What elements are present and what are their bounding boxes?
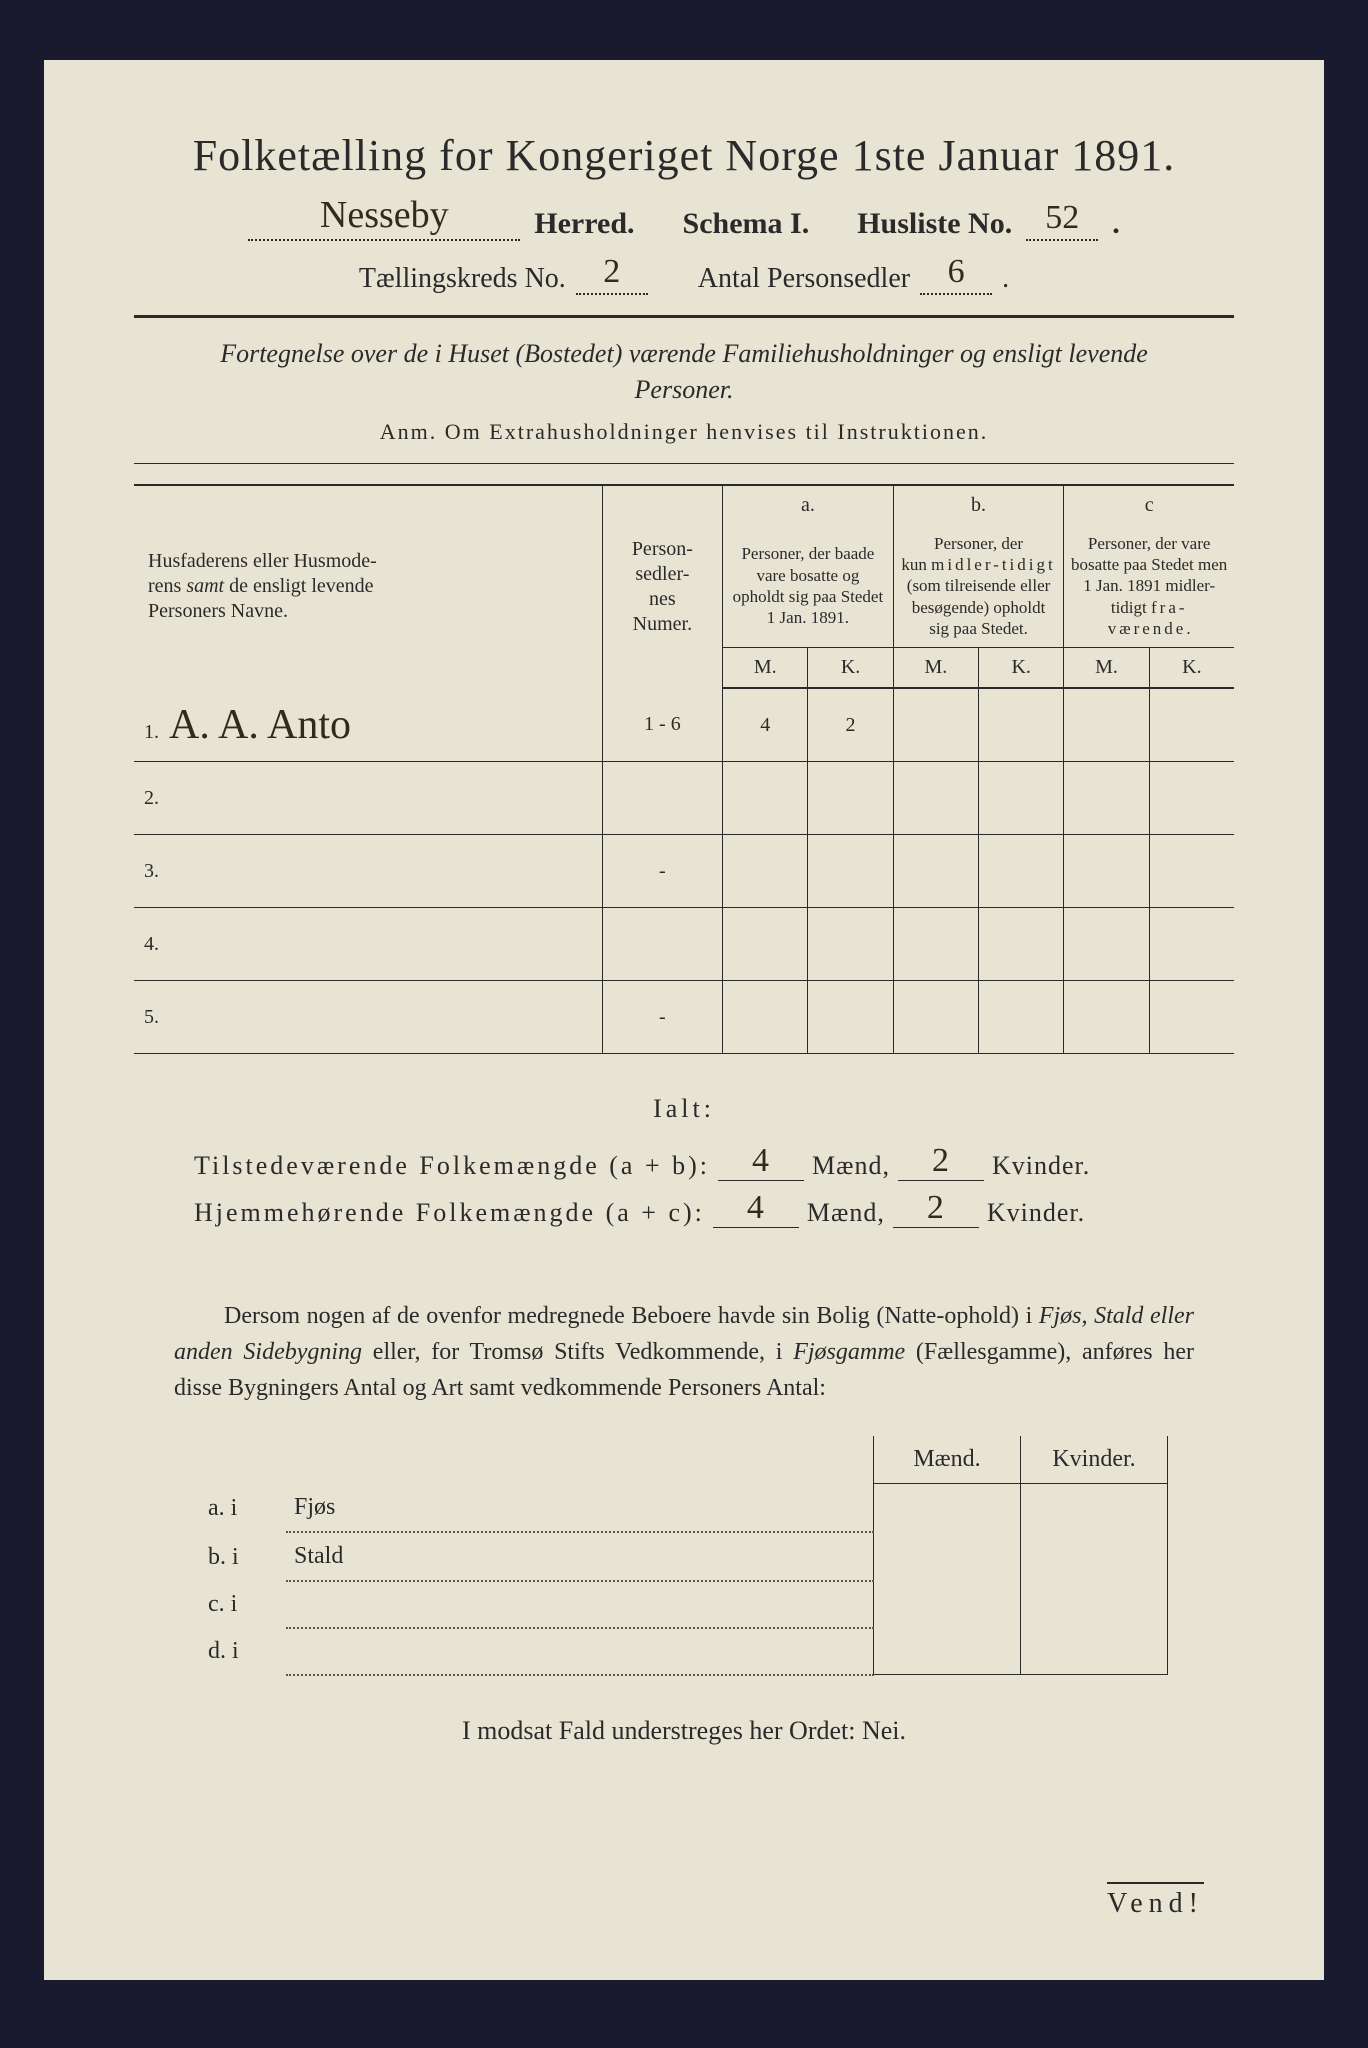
present-k: 2 <box>898 1142 984 1181</box>
antal-label: Antal Personsedler <box>698 263 910 295</box>
col-names: Husfaderens eller Husmode-rens samt de e… <box>134 485 602 688</box>
col-c-k: K. <box>1149 648 1234 689</box>
header-line-1: Nesseby Herred. Schema I. Husliste No. 5… <box>134 193 1234 241</box>
col-a-k: K. <box>808 648 893 689</box>
col-c-m: M. <box>1064 648 1149 689</box>
col-numer: Person-sedler-nesNumer. <box>602 485 722 688</box>
annotation: Anm. Om Extrahusholdninger henvises til … <box>134 419 1234 445</box>
husliste-label: Husliste No. <box>857 207 1012 241</box>
col-b-k: K. <box>979 648 1064 689</box>
table-row: 1.A. A. Anto 1 - 6 4 2 <box>134 688 1234 762</box>
table-row: 2. <box>134 762 1234 835</box>
census-form-page: Folketælling for Kongeriget Norge 1ste J… <box>44 60 1324 1980</box>
present-m: 4 <box>718 1142 804 1181</box>
table-row: 4. <box>134 908 1234 981</box>
col-b-label: b. <box>893 485 1064 525</box>
bld-row: a. i Fjøs <box>200 1484 1168 1532</box>
col-c-label: c <box>1064 485 1234 525</box>
col-b-m: M. <box>893 648 978 689</box>
herred-value: Nesseby <box>248 193 520 241</box>
col-b-text: Personer, der kun midler-tidigt (som til… <box>893 525 1064 648</box>
col-a-m: M. <box>723 648 808 689</box>
herred-label: Herred. <box>534 207 634 241</box>
totals-resident: Hjemmehørende Folkemængde (a + c): 4 Mæn… <box>194 1189 1174 1228</box>
resident-k: 2 <box>893 1189 979 1228</box>
subtitle: Fortegnelse over de i Huset (Bostedet) v… <box>174 336 1194 409</box>
bld-maend: Mænd. <box>874 1436 1021 1484</box>
antal-value: 6 <box>920 253 992 295</box>
table-row: 3. - <box>134 835 1234 908</box>
ialt-label: Ialt: <box>134 1094 1234 1124</box>
husliste-value: 52 <box>1026 199 1098 241</box>
page-title: Folketælling for Kongeriget Norge 1ste J… <box>134 130 1234 181</box>
vend-label: Vend! <box>1107 1882 1204 1920</box>
nei-line: I modsat Fald understreges her Ordet: Ne… <box>134 1716 1234 1746</box>
bld-row: d. i <box>200 1628 1168 1675</box>
bld-kvinder: Kvinder. <box>1021 1436 1168 1484</box>
bld-row: c. i <box>200 1581 1168 1628</box>
building-paragraph: Dersom nogen af de ovenfor medregnede Be… <box>174 1298 1194 1406</box>
table-row: 5. - <box>134 981 1234 1054</box>
totals-present: Tilstedeværende Folkemængde (a + b): 4 M… <box>194 1142 1174 1181</box>
schema-label: Schema I. <box>683 207 810 241</box>
household-table: Husfaderens eller Husmode-rens samt de e… <box>134 484 1234 1054</box>
kreds-label: Tællingskreds No. <box>359 263 566 295</box>
kreds-value: 2 <box>576 253 648 295</box>
resident-m: 4 <box>713 1189 799 1228</box>
header-line-2: Tællingskreds No. 2 Antal Personsedler 6… <box>134 253 1234 295</box>
building-table: Mænd. Kvinder. a. i Fjøs b. i Stald c. i… <box>200 1436 1168 1676</box>
col-c-text: Personer, der vare bosatte paa Stedet me… <box>1064 525 1234 648</box>
bld-row: b. i Stald <box>200 1532 1168 1581</box>
col-a-label: a. <box>723 485 894 525</box>
col-a-text: Personer, der baade vare bosatte og opho… <box>723 525 894 648</box>
